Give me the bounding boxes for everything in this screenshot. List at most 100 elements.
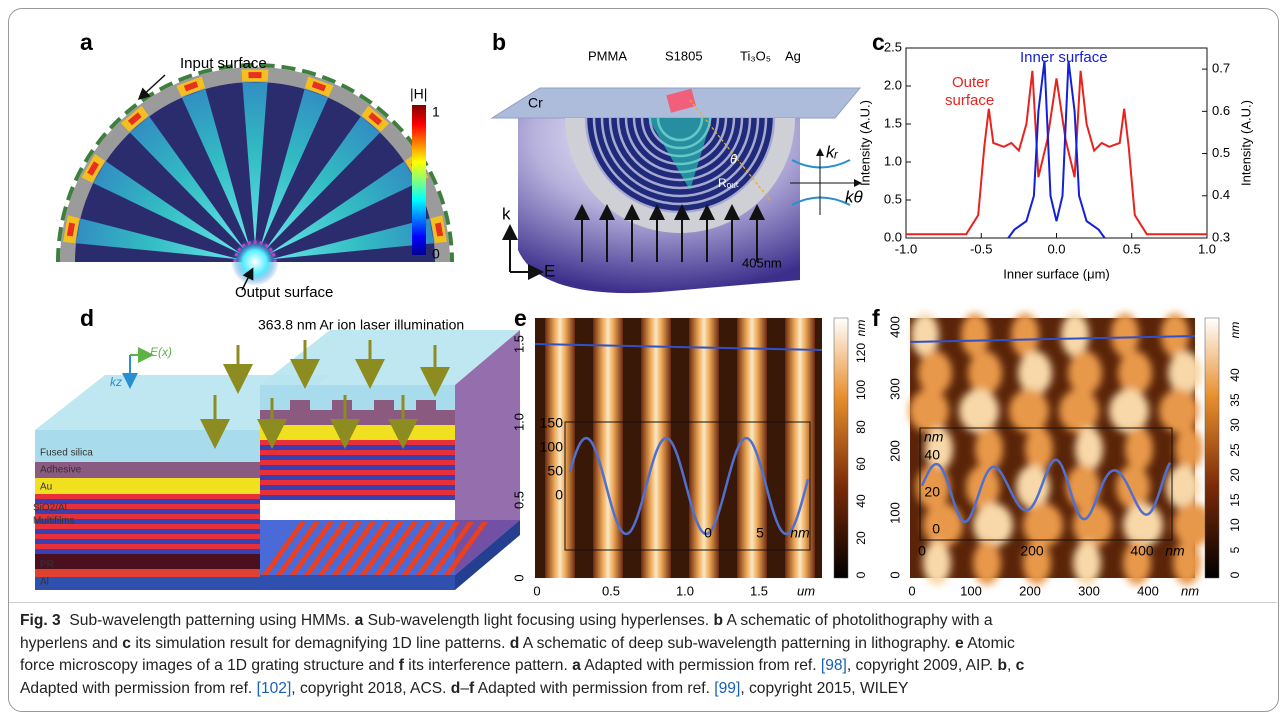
- y-tick-label: 2.5: [884, 39, 902, 54]
- y-tick-label: 0.5: [884, 191, 902, 206]
- layer-front: [35, 494, 260, 499]
- annotation: kᵣ: [826, 142, 839, 161]
- caption-bold: e: [955, 635, 964, 652]
- layer-front: [35, 529, 260, 534]
- panel-b: b PMMA S1805 Ti₃O₅ Ag Cr Rᵢₙ θ Rₒᵤₜ kᵣ k…: [492, 29, 864, 293]
- layer-label: SiO2/Al: [33, 503, 67, 514]
- caption-text: A schematic of deep sub-wavelength patte…: [519, 635, 955, 652]
- x-tick-label: 1.5: [750, 583, 768, 598]
- blob: [1009, 389, 1049, 433]
- colorbar: [1205, 318, 1219, 578]
- colorbar-label: 35: [1228, 393, 1242, 407]
- blob: [975, 427, 1003, 471]
- colorbar-label: 40: [1228, 368, 1242, 382]
- inset-y-label: 100: [540, 439, 564, 455]
- y-tick-label: 0.5: [511, 491, 526, 509]
- blob: [911, 313, 939, 357]
- y-tick-label: 300: [887, 378, 902, 400]
- caption-text: Adapted with permission from ref.: [474, 680, 714, 697]
- y2-axis-label: Intensity (A.U.): [1238, 100, 1253, 186]
- inset-y-label: 0: [555, 487, 563, 503]
- caption-bold: d: [510, 635, 520, 652]
- layer-front: [35, 569, 260, 577]
- inset-x-label: 5: [756, 525, 764, 541]
- au-notch: [416, 400, 436, 422]
- caption-line: hyperlens and c its simulation result fo…: [20, 633, 1270, 656]
- caption-text: its interference pattern.: [404, 657, 572, 674]
- caption-text: ,: [1007, 657, 1016, 674]
- caption-text: A schematic of photolithography with a: [723, 612, 993, 629]
- reference-link[interactable]: [102]: [257, 680, 292, 697]
- layer-front: [35, 539, 260, 544]
- blob: [1068, 351, 1102, 395]
- annotation: Rᵢₙ: [668, 74, 684, 88]
- panel-a: a Input surface Output surface |H| 1 0: [58, 29, 452, 301]
- y-tick-label: 400: [887, 316, 902, 338]
- blob: [1116, 465, 1150, 509]
- layer-front: [35, 499, 260, 504]
- layer-front: [35, 549, 260, 554]
- caption-bold: c: [122, 635, 131, 652]
- reference-link[interactable]: [98]: [821, 657, 847, 674]
- panel-f: f 01002003004000100200300400nmnm05101520…: [872, 305, 1242, 598]
- y2-tick-label: 0.6: [1212, 103, 1230, 118]
- reference-link[interactable]: [99]: [714, 680, 740, 697]
- colorbar-label: 30: [1228, 418, 1242, 432]
- caption-text: Adapted with permission from ref.: [581, 657, 821, 674]
- caption-text: Adapted with permission from ref.: [20, 680, 257, 697]
- caption-bold: Fig. 3: [20, 612, 61, 629]
- annotation: kθ: [845, 187, 864, 206]
- layer-front: [260, 455, 455, 460]
- layer-front: [260, 495, 455, 500]
- blob: [1075, 427, 1103, 471]
- panel-label: e: [514, 305, 527, 331]
- layer-label: PR: [40, 560, 54, 571]
- x-tick-label: 0: [533, 583, 540, 598]
- layer-front: [260, 465, 455, 470]
- inset-y-label: 0: [932, 521, 940, 537]
- caption-text: , copyright 2015, WILEY: [740, 680, 908, 697]
- caption-text: Sub-wavelength patterning using HMMs.: [61, 612, 355, 629]
- layer-label: Au: [40, 482, 52, 493]
- layer-front: [35, 544, 260, 549]
- au-notch: [155, 462, 177, 478]
- caption-bold: a: [355, 612, 364, 629]
- page: { "panel_a":{"label":"a","input":"Input …: [0, 0, 1287, 720]
- caption-text: Sub-wavelength light focusing using hype…: [363, 612, 713, 629]
- inset-unit: nm: [790, 525, 810, 541]
- blob: [1011, 313, 1039, 357]
- blob: [1059, 389, 1099, 433]
- colorbar-label: 80: [854, 420, 868, 434]
- layer-front: [260, 445, 455, 450]
- annotation: Input surface: [180, 55, 267, 72]
- layer-front: [35, 478, 260, 494]
- blob: [1016, 465, 1050, 509]
- x-tick-label: 100: [960, 583, 982, 598]
- inset-y-label: 150: [540, 415, 564, 431]
- caption-bold: a: [572, 657, 581, 674]
- inset-y-unit: nm: [924, 429, 944, 445]
- blob: [1125, 427, 1153, 471]
- au-notch: [332, 400, 352, 422]
- annotation: PMMA: [588, 48, 627, 63]
- x-tick-label: 0: [908, 583, 915, 598]
- colorbar-label: 5: [1228, 546, 1242, 553]
- caption-bold: c: [1016, 657, 1025, 674]
- al-front: [35, 575, 455, 590]
- caption-line: Fig. 3 Sub-wavelength patterning using H…: [20, 610, 1270, 633]
- blob: [909, 389, 949, 433]
- x-tick-label: 200: [1019, 583, 1041, 598]
- au-notch: [374, 400, 394, 422]
- caption-text: –: [460, 680, 469, 697]
- colorbar-label: 25: [1228, 443, 1242, 457]
- blob: [968, 351, 1002, 395]
- colorbar-title: |H|: [410, 86, 427, 102]
- colorbar-unit: nm: [1228, 322, 1242, 339]
- blob: [918, 351, 952, 395]
- blob: [1073, 541, 1101, 585]
- blob: [1168, 351, 1202, 395]
- blob: [1166, 465, 1200, 509]
- blob: [1109, 389, 1149, 433]
- blob: [1161, 313, 1189, 357]
